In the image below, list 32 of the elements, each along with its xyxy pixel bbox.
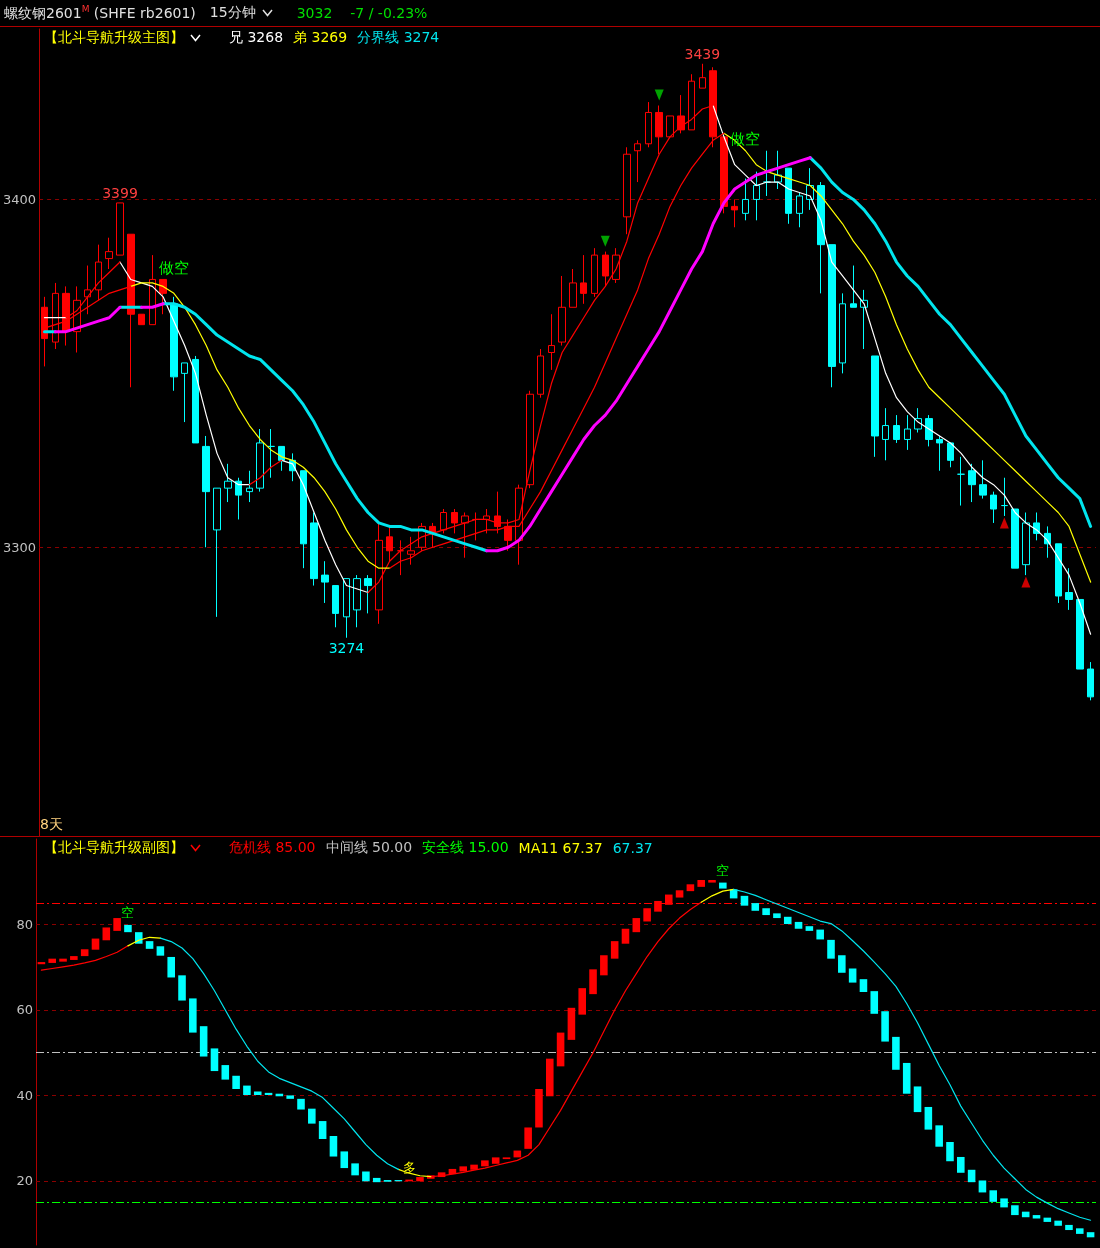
annotation: 3274 bbox=[328, 639, 365, 656]
ref-line-label: 中间线 50.00 bbox=[325, 839, 413, 857]
text: -7 / -0.23% bbox=[350, 5, 428, 21]
y-tick-label: 80 bbox=[16, 916, 33, 932]
annotation: 8天 bbox=[40, 816, 63, 834]
text: 分界线 bbox=[357, 29, 400, 45]
annotation: 多 bbox=[402, 1159, 416, 1175]
text: 弟 bbox=[293, 29, 308, 45]
text: 3032 bbox=[296, 5, 333, 21]
annotation: 空 bbox=[716, 862, 730, 878]
text: MA11 bbox=[518, 840, 559, 856]
y-tick-label: 20 bbox=[16, 1173, 33, 1189]
annotation: 3439 bbox=[684, 45, 721, 62]
annotation: 做空 bbox=[158, 258, 189, 277]
y-tick-label: 40 bbox=[16, 1087, 33, 1103]
legend-label: 危机线 85.00 bbox=[229, 839, 316, 857]
y-tick-label: 3300 bbox=[2, 539, 37, 555]
chart-title: 螺纹钢2601$^{M}$ (SHFE rb2601) bbox=[4, 3, 196, 23]
legend-label: 兄 bbox=[229, 29, 243, 45]
ref-line-label: 安全线 15.00 bbox=[422, 839, 509, 857]
annotation: 3269 bbox=[311, 29, 348, 45]
annotation: 3399 bbox=[102, 184, 138, 201]
y-tick-label: 3400 bbox=[2, 191, 37, 207]
annotation: 空 bbox=[121, 904, 135, 920]
annotation: 3274 bbox=[403, 29, 440, 45]
annotation: 3268 bbox=[247, 29, 284, 45]
chart-subtitle: 15分钟 bbox=[209, 4, 256, 22]
y-tick-label: 60 bbox=[16, 1002, 33, 1018]
annotation: 67.37 bbox=[562, 840, 603, 856]
legend-title: 【北斗导航升级副图】 bbox=[44, 839, 184, 857]
legend-title: 【北斗导航升级主图】 bbox=[44, 29, 184, 47]
annotation: 67.37 bbox=[612, 840, 653, 856]
